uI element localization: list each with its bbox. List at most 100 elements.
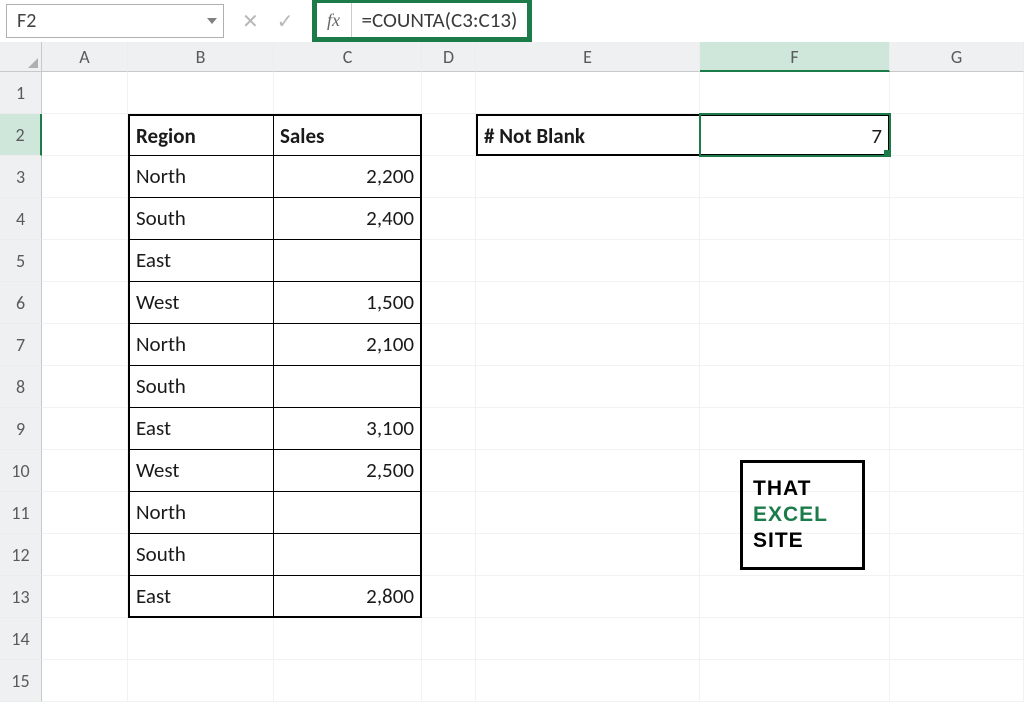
cell-B6[interactable]: West — [128, 282, 274, 324]
row-header-8[interactable]: 8 — [0, 366, 42, 408]
cell-B4[interactable]: South — [128, 198, 274, 240]
cell-D1[interactable] — [422, 72, 476, 114]
cell-F2[interactable]: 7 — [700, 114, 890, 156]
cell-C11[interactable] — [274, 492, 422, 534]
cell-A11[interactable] — [42, 492, 128, 534]
cell-D11[interactable] — [422, 492, 476, 534]
column-header-E[interactable]: E — [476, 42, 700, 72]
cell-E6[interactable] — [476, 282, 700, 324]
column-header-C[interactable]: C — [274, 42, 422, 72]
row-header-4[interactable]: 4 — [0, 198, 42, 240]
cell-C12[interactable] — [274, 534, 422, 576]
chevron-down-icon[interactable] — [207, 18, 217, 24]
cell-F5[interactable] — [700, 240, 890, 282]
cell-D10[interactable] — [422, 450, 476, 492]
cell-F15[interactable] — [700, 660, 890, 702]
cell-A14[interactable] — [42, 618, 128, 660]
cell-E13[interactable] — [476, 576, 700, 618]
cell-B5[interactable]: East — [128, 240, 274, 282]
cell-E8[interactable] — [476, 366, 700, 408]
column-header-F[interactable]: F — [700, 42, 890, 72]
cell-A15[interactable] — [42, 660, 128, 702]
cell-E14[interactable] — [476, 618, 700, 660]
cell-D15[interactable] — [422, 660, 476, 702]
cell-D13[interactable] — [422, 576, 476, 618]
row-header-2[interactable]: 2 — [0, 114, 42, 156]
cell-C10[interactable]: 2,500 — [274, 450, 422, 492]
row-header-7[interactable]: 7 — [0, 324, 42, 366]
cell-F14[interactable] — [700, 618, 890, 660]
cell-D14[interactable] — [422, 618, 476, 660]
confirm-icon[interactable]: ✓ — [277, 9, 294, 34]
cell-A10[interactable] — [42, 450, 128, 492]
cell-B1[interactable] — [128, 72, 274, 114]
cell-D6[interactable] — [422, 282, 476, 324]
cell-F3[interactable] — [700, 156, 890, 198]
row-header-9[interactable]: 9 — [0, 408, 42, 450]
cell-G4[interactable] — [890, 198, 1024, 240]
cell-A12[interactable] — [42, 534, 128, 576]
cell-E2[interactable]: # Not Blank — [476, 114, 700, 156]
column-header-D[interactable]: D — [422, 42, 476, 72]
spreadsheet-grid[interactable]: ABCDEFG 12RegionSales# Not Blank73North2… — [0, 42, 1024, 702]
cell-E5[interactable] — [476, 240, 700, 282]
cell-A13[interactable] — [42, 576, 128, 618]
cell-F13[interactable] — [700, 576, 890, 618]
row-header-13[interactable]: 13 — [0, 576, 42, 618]
cell-A4[interactable] — [42, 198, 128, 240]
column-header-G[interactable]: G — [890, 42, 1024, 72]
cell-E1[interactable] — [476, 72, 700, 114]
cell-G14[interactable] — [890, 618, 1024, 660]
row-header-10[interactable]: 10 — [0, 450, 42, 492]
cell-D5[interactable] — [422, 240, 476, 282]
cell-C2[interactable]: Sales — [274, 114, 422, 156]
cell-B9[interactable]: East — [128, 408, 274, 450]
cell-B3[interactable]: North — [128, 156, 274, 198]
column-header-A[interactable]: A — [42, 42, 128, 72]
cell-C9[interactable]: 3,100 — [274, 408, 422, 450]
fx-icon[interactable]: fx — [317, 10, 351, 31]
cell-G8[interactable] — [890, 366, 1024, 408]
cell-A6[interactable] — [42, 282, 128, 324]
cell-G9[interactable] — [890, 408, 1024, 450]
cell-E7[interactable] — [476, 324, 700, 366]
cell-F4[interactable] — [700, 198, 890, 240]
cell-C1[interactable] — [274, 72, 422, 114]
cell-E10[interactable] — [476, 450, 700, 492]
cell-A1[interactable] — [42, 72, 128, 114]
cell-G3[interactable] — [890, 156, 1024, 198]
cell-E11[interactable] — [476, 492, 700, 534]
cell-D9[interactable] — [422, 408, 476, 450]
cell-B13[interactable]: East — [128, 576, 274, 618]
cell-C6[interactable]: 1,500 — [274, 282, 422, 324]
cell-E12[interactable] — [476, 534, 700, 576]
cell-F9[interactable] — [700, 408, 890, 450]
cell-E15[interactable] — [476, 660, 700, 702]
cell-A2[interactable] — [42, 114, 128, 156]
cell-C5[interactable] — [274, 240, 422, 282]
cell-G1[interactable] — [890, 72, 1024, 114]
cell-C15[interactable] — [274, 660, 422, 702]
cell-C14[interactable] — [274, 618, 422, 660]
cell-E4[interactable] — [476, 198, 700, 240]
row-header-14[interactable]: 14 — [0, 618, 42, 660]
cell-A9[interactable] — [42, 408, 128, 450]
cell-F7[interactable] — [700, 324, 890, 366]
cell-G13[interactable] — [890, 576, 1024, 618]
cell-D7[interactable] — [422, 324, 476, 366]
row-header-6[interactable]: 6 — [0, 282, 42, 324]
cell-C13[interactable]: 2,800 — [274, 576, 422, 618]
name-box[interactable]: F2 — [6, 4, 224, 38]
cell-A7[interactable] — [42, 324, 128, 366]
cell-A3[interactable] — [42, 156, 128, 198]
cell-F1[interactable] — [700, 72, 890, 114]
cell-C7[interactable]: 2,100 — [274, 324, 422, 366]
cell-E9[interactable] — [476, 408, 700, 450]
row-header-1[interactable]: 1 — [0, 72, 42, 114]
cell-D4[interactable] — [422, 198, 476, 240]
cell-C4[interactable]: 2,400 — [274, 198, 422, 240]
cell-D12[interactable] — [422, 534, 476, 576]
row-header-3[interactable]: 3 — [0, 156, 42, 198]
cell-G7[interactable] — [890, 324, 1024, 366]
row-header-5[interactable]: 5 — [0, 240, 42, 282]
